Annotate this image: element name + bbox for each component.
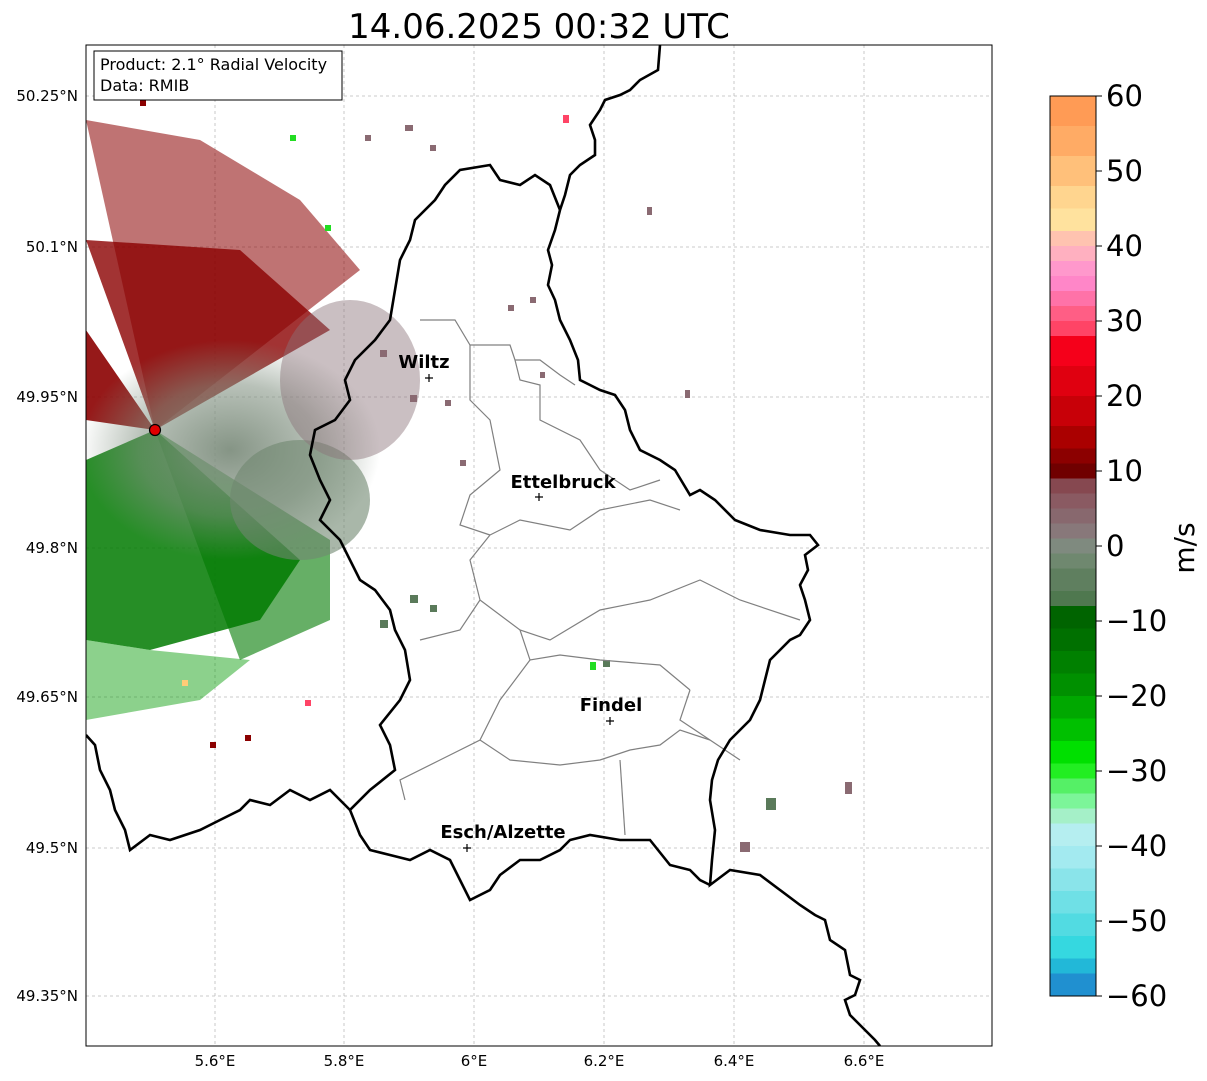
colorbar-band <box>1050 208 1096 232</box>
colorbar-tick: 10 <box>1106 454 1143 488</box>
colorbar-band <box>1050 913 1096 937</box>
colorbar-band <box>1050 156 1096 187</box>
colorbar-band <box>1050 336 1096 367</box>
colorbar-band <box>1050 261 1096 277</box>
colorbar-band <box>1050 568 1096 592</box>
colorbar-band <box>1050 591 1096 607</box>
colorbar-band <box>1050 958 1096 974</box>
city-marker-wiltz <box>425 374 433 382</box>
colorbar-band <box>1050 306 1096 322</box>
radar-site-marker <box>148 423 162 437</box>
colorbar-tick: −60 <box>1106 979 1167 1013</box>
colorbar-tick: −50 <box>1106 904 1167 938</box>
colorbar-band <box>1050 126 1096 157</box>
latitude-labels: 50.25°N 50.1°N 49.95°N 49.8°N 49.65°N 49… <box>16 87 78 1005</box>
radar-echoes <box>86 100 852 852</box>
colorbar-band <box>1050 463 1096 479</box>
city-label-esch: Esch/Alzette <box>440 822 565 843</box>
lon-tick: 5.8°E <box>324 1052 365 1070</box>
info-box <box>93 50 343 101</box>
colorbar-band <box>1050 186 1096 209</box>
lon-tick: 6°E <box>461 1052 488 1070</box>
colorbar-band <box>1050 651 1096 674</box>
lon-tick: 5.6°E <box>195 1052 236 1070</box>
lat-tick: 49.35°N <box>16 987 78 1005</box>
colorbar-band <box>1050 291 1096 307</box>
map-title: 14.06.2025 00:32 UTC <box>348 7 730 47</box>
lat-tick: 50.25°N <box>16 87 78 105</box>
colorbar-label: m/s <box>1168 522 1201 573</box>
colorbar-tick: 30 <box>1106 304 1143 338</box>
city-markers <box>425 374 614 852</box>
colorbar-band <box>1050 868 1096 892</box>
colorbar-band <box>1050 778 1096 794</box>
colorbar-band <box>1050 396 1096 427</box>
colorbar-band <box>1050 606 1096 629</box>
longitude-labels: 5.6°E 5.8°E 6°E 6.2°E 6.4°E 6.6°E <box>195 1052 885 1070</box>
colorbar-tick: 40 <box>1106 229 1143 263</box>
map-frame <box>85 44 993 1047</box>
colorbar-tick: 60 <box>1106 79 1143 113</box>
colorbar-tick: −30 <box>1106 754 1167 788</box>
city-marker-esch <box>463 844 471 852</box>
colorbar-band <box>1050 508 1096 524</box>
lat-tick: 49.65°N <box>16 688 78 706</box>
city-label-findel: Findel <box>580 695 643 716</box>
colorbar-tick: 0 <box>1106 529 1124 563</box>
lon-tick: 6.2°E <box>584 1052 625 1070</box>
colorbar-band <box>1050 718 1096 742</box>
lon-tick: 6.4°E <box>714 1052 755 1070</box>
colorbar-band <box>1050 493 1096 509</box>
colorbar-band <box>1050 523 1096 539</box>
info-data-source: Data: RMIB <box>100 76 189 95</box>
colorbar-band <box>1050 276 1096 292</box>
colorbar-tick: −20 <box>1106 679 1167 713</box>
colorbar-band <box>1050 96 1096 127</box>
colorbar-band <box>1050 231 1096 247</box>
colorbar-band <box>1050 628 1096 652</box>
colorbar-band <box>1050 478 1096 494</box>
colorbar-band <box>1050 808 1096 824</box>
country-border <box>86 45 881 1046</box>
colorbar-tick: 50 <box>1106 154 1143 188</box>
colorbar-band <box>1050 823 1096 847</box>
info-product: Product: 2.1° Radial Velocity <box>100 55 327 74</box>
lon-tick: 6.6°E <box>844 1052 885 1070</box>
lat-tick: 49.5°N <box>26 839 78 857</box>
lat-tick: 50.1°N <box>26 238 78 256</box>
colorbar-band <box>1050 741 1096 764</box>
colorbar-band <box>1050 426 1096 449</box>
colorbar-band <box>1050 846 1096 869</box>
city-label-wiltz: Wiltz <box>398 352 449 373</box>
colorbar-band <box>1050 448 1096 464</box>
colorbar: 60 50 40 30 20 10 0 −10 −20 −30 −40 −50 … <box>1049 79 1201 1013</box>
city-marker-ettelbruck <box>535 493 543 501</box>
city-marker-findel <box>606 717 614 725</box>
colorbar-band <box>1050 696 1096 719</box>
colorbar-band <box>1050 763 1096 779</box>
colorbar-band <box>1050 936 1096 959</box>
lat-tick: 49.95°N <box>16 388 78 406</box>
colorbar-band <box>1050 973 1096 997</box>
colorbar-band <box>1050 321 1096 337</box>
colorbar-band <box>1050 246 1096 262</box>
lat-tick: 49.8°N <box>26 539 78 557</box>
colorbar-tick: 20 <box>1106 379 1143 413</box>
colorbar-tick: −40 <box>1106 829 1167 863</box>
colorbar-band <box>1050 793 1096 809</box>
colorbar-band <box>1050 366 1096 397</box>
colorbar-band <box>1050 891 1096 914</box>
canton-boundaries <box>399 319 801 836</box>
city-label-ettelbruck: Ettelbruck <box>510 472 616 493</box>
colorbar-band <box>1050 553 1096 569</box>
colorbar-band <box>1050 538 1096 554</box>
colorbar-band <box>1050 673 1096 697</box>
colorbar-tick: −10 <box>1106 604 1167 638</box>
